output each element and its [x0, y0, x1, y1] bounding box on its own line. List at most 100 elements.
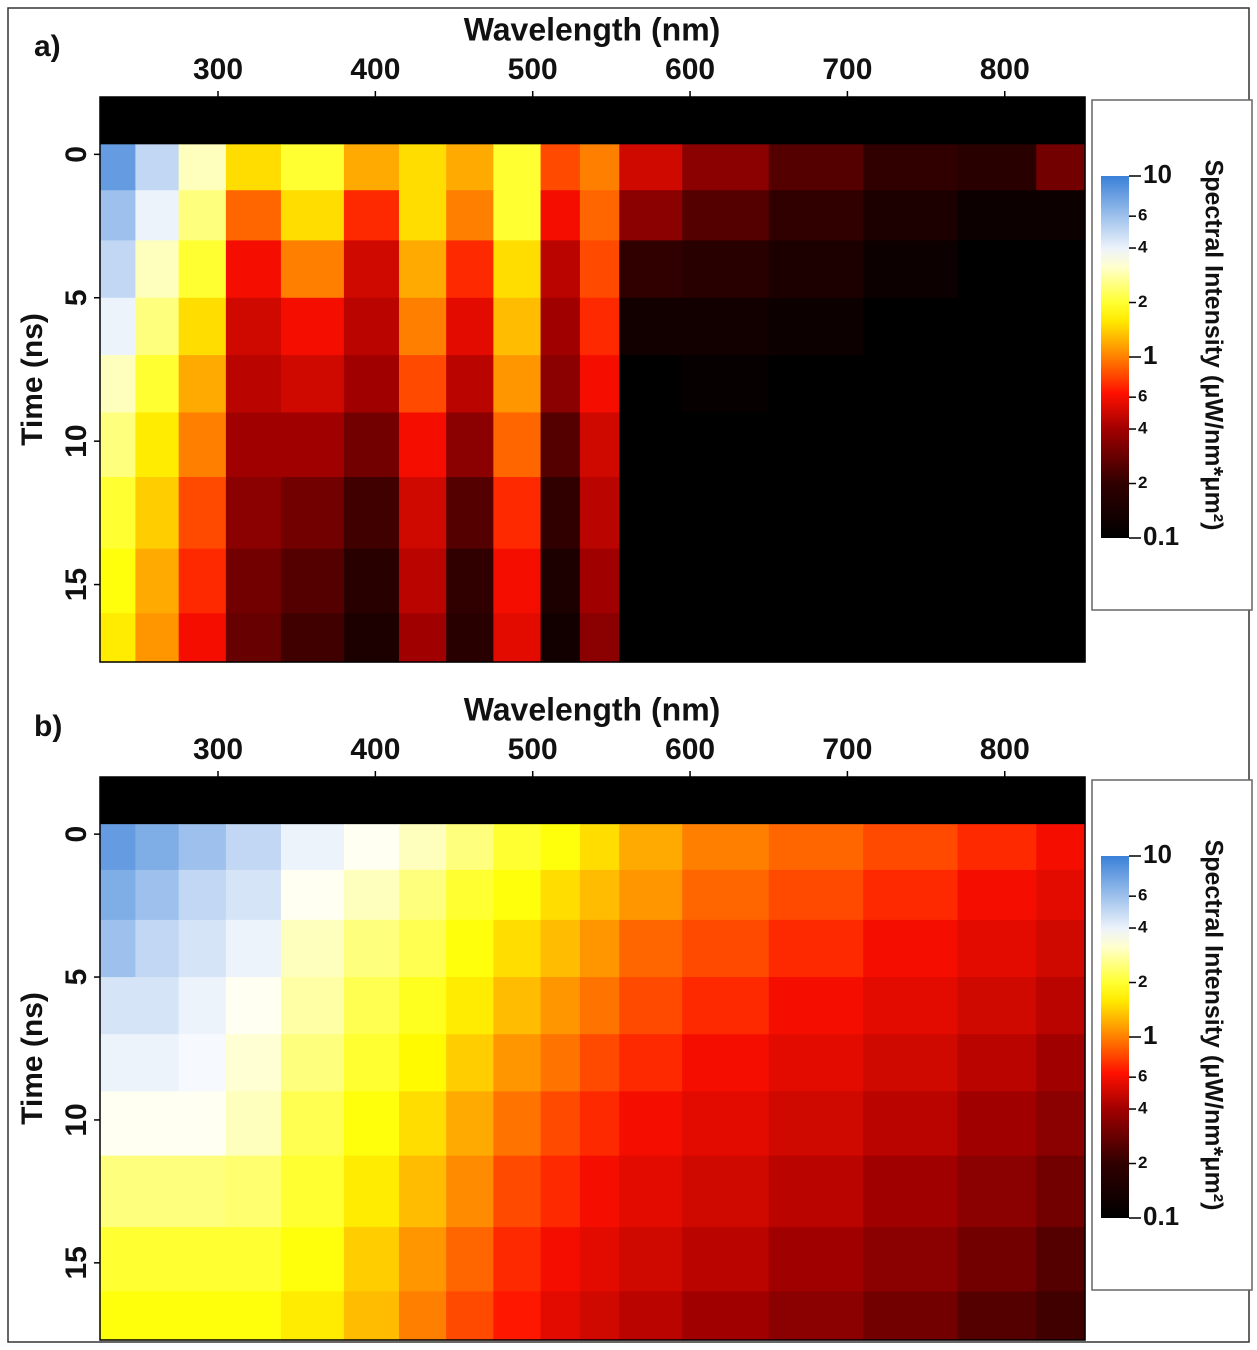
heatmap-cell [579, 97, 620, 145]
heatmap-cell [178, 1034, 227, 1092]
heatmap-cell [540, 548, 581, 614]
heatmap-cell [579, 190, 620, 242]
heatmap-cell [579, 777, 620, 825]
heatmap-cell [100, 190, 137, 242]
heatmap-cell [863, 412, 959, 478]
heatmap-cell [1036, 777, 1086, 825]
heatmap-cell [280, 1227, 345, 1293]
heatmap-cell [957, 297, 1037, 356]
heatmap-cell [863, 355, 959, 414]
heatmap-cell [957, 190, 1037, 242]
heatmap-cell [343, 869, 400, 921]
heatmap-cell [343, 144, 400, 191]
heatmap-cell [446, 190, 494, 242]
heatmap-cell [100, 548, 137, 614]
heatmap-cell [398, 1091, 447, 1157]
heatmap-cell [768, 190, 864, 242]
heatmap-cell [100, 1155, 137, 1228]
heatmap-cell [178, 977, 227, 1035]
heatmap-cell [446, 297, 494, 356]
heatmap-cell [280, 919, 345, 978]
heatmap-cell [343, 977, 400, 1035]
x-tick-label: 700 [822, 53, 872, 86]
heatmap-cell [398, 548, 447, 614]
heatmap-cell [493, 977, 542, 1035]
heatmap-cell [619, 548, 683, 614]
heatmap-cell [540, 1155, 581, 1228]
y-tick-label: 0 [60, 826, 93, 843]
heatmap-cell [768, 919, 864, 978]
heatmap-cell [863, 1091, 959, 1157]
heatmap-cell [225, 1034, 282, 1092]
heatmap-cell [1036, 97, 1086, 145]
heatmap-cell [540, 1291, 581, 1341]
heatmap-cell [225, 548, 282, 614]
heatmap-cell [1036, 355, 1086, 414]
heatmap-cell [225, 297, 282, 356]
heatmap-cell [135, 477, 180, 550]
heatmap-cell [225, 477, 282, 550]
heatmap-cell [225, 613, 282, 663]
heatmap-cell [280, 144, 345, 191]
heatmap-cell [178, 824, 227, 871]
heatmap-cell [863, 919, 959, 978]
heatmap-cell [446, 477, 494, 550]
heatmap-cell [540, 297, 581, 356]
heatmap-cell [682, 297, 770, 356]
heatmap-cell [398, 1227, 447, 1293]
heatmap-cell [135, 297, 180, 356]
heatmap-cell [957, 824, 1037, 871]
heatmap-cell [540, 824, 581, 871]
heatmap-cell [100, 869, 137, 921]
colorbar-tick-label: 4 [1138, 419, 1148, 438]
heatmap-cell [619, 355, 683, 414]
heatmap-cell [343, 613, 400, 663]
heatmap-cell [100, 977, 137, 1035]
plot-frame [99, 776, 1086, 1341]
heatmap-cell [957, 548, 1037, 614]
heatmap-cell [863, 548, 959, 614]
heatmap-cell [540, 919, 581, 978]
heatmap-cell [1036, 412, 1086, 478]
heatmap-cell [863, 144, 959, 191]
heatmap-cell [579, 1227, 620, 1293]
heatmap-cell [446, 412, 494, 478]
heatmap-cell [280, 777, 345, 825]
heatmap-cell [957, 355, 1037, 414]
heatmap-cell [768, 1155, 864, 1228]
heatmap-cell [579, 144, 620, 191]
heatmap-cell [100, 144, 137, 191]
heatmap-cell [343, 1091, 400, 1157]
heatmap-cell [768, 144, 864, 191]
heatmap-cell [343, 190, 400, 242]
heatmap-cell [135, 1091, 180, 1157]
heatmap-cell [178, 1291, 227, 1341]
heatmap-cell [493, 190, 542, 242]
heatmap-cell [280, 97, 345, 145]
heatmap-cell [957, 240, 1037, 299]
heatmap-cell [493, 144, 542, 191]
heatmap-cell [100, 613, 137, 663]
heatmap-cell [682, 412, 770, 478]
x-tick-label: 600 [665, 53, 715, 86]
y-tick-label: 10 [60, 1103, 93, 1136]
heatmap-cell [100, 919, 137, 978]
heatmap-cell [343, 297, 400, 356]
heatmap-cell [619, 1091, 683, 1157]
colorbar-tick-label: 6 [1138, 387, 1147, 406]
heatmap-cell [343, 777, 400, 825]
heatmap-cell [100, 477, 137, 550]
heatmap-cell [398, 412, 447, 478]
heatmap-cell [225, 1291, 282, 1341]
x-tick-label: 800 [980, 53, 1030, 86]
heatmap-cell [682, 1291, 770, 1341]
heatmap-cell [280, 1091, 345, 1157]
heatmap-cell [540, 412, 581, 478]
heatmap-cell [225, 977, 282, 1035]
heatmap-cell [540, 240, 581, 299]
heatmap-cell [493, 412, 542, 478]
heatmap-cell [398, 869, 447, 921]
colorbar-tick-label: 2 [1138, 972, 1147, 991]
heatmap-cell [398, 144, 447, 191]
heatmap-cell [493, 869, 542, 921]
